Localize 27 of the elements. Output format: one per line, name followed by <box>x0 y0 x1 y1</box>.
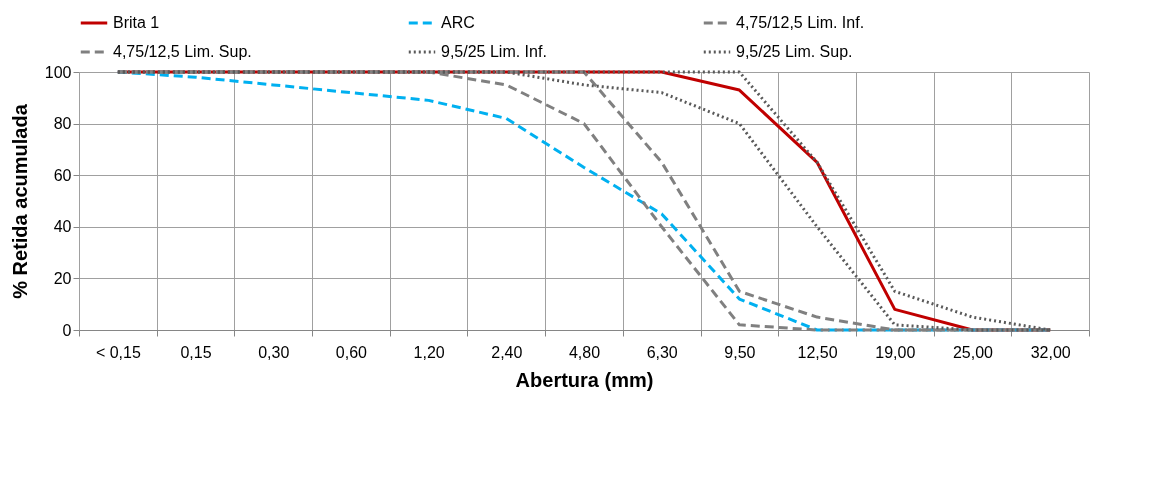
x-tick-label: 1,20 <box>413 343 445 361</box>
legend-label: 9,5/25 Lim. Inf. <box>441 43 547 60</box>
x-tick-label: 4,80 <box>568 343 601 361</box>
x-tick-label: 0,30 <box>258 343 290 361</box>
legend-label: 4,75/12,5 Lim. Sup. <box>113 43 252 60</box>
y-tick-label: 0 <box>62 321 72 339</box>
legend-label: Brita 1 <box>113 14 160 31</box>
legend-label: ARC <box>441 14 475 31</box>
legend-label: 4,75/12,5 Lim. Inf. <box>736 14 865 31</box>
y-tick-label: 100 <box>44 63 72 81</box>
x-tick-label: 12,50 <box>797 343 838 361</box>
x-tick-label: 19,00 <box>875 343 916 361</box>
y-tick-label: 80 <box>53 115 72 133</box>
x-tick-label: 6,30 <box>646 343 678 361</box>
x-tick-label: 0,60 <box>335 343 368 361</box>
legend-label: 9,5/25 Lim. Sup. <box>736 43 853 60</box>
x-tick-label: 32,00 <box>1030 343 1071 361</box>
y-tick-label: 60 <box>53 166 72 184</box>
y-axis-title: % Retida acumulada <box>8 103 31 299</box>
y-tick-label: 40 <box>53 218 72 236</box>
y-tick-label: 20 <box>53 269 72 287</box>
x-axis-title: Abertura (mm) <box>515 368 654 391</box>
x-tick-label: 2,40 <box>491 343 523 361</box>
x-tick-label: 9,50 <box>724 343 756 361</box>
x-tick-label: 25,00 <box>952 343 994 361</box>
x-tick-label: < 0,15 <box>95 343 141 361</box>
x-tick-label: 0,15 <box>180 343 212 361</box>
